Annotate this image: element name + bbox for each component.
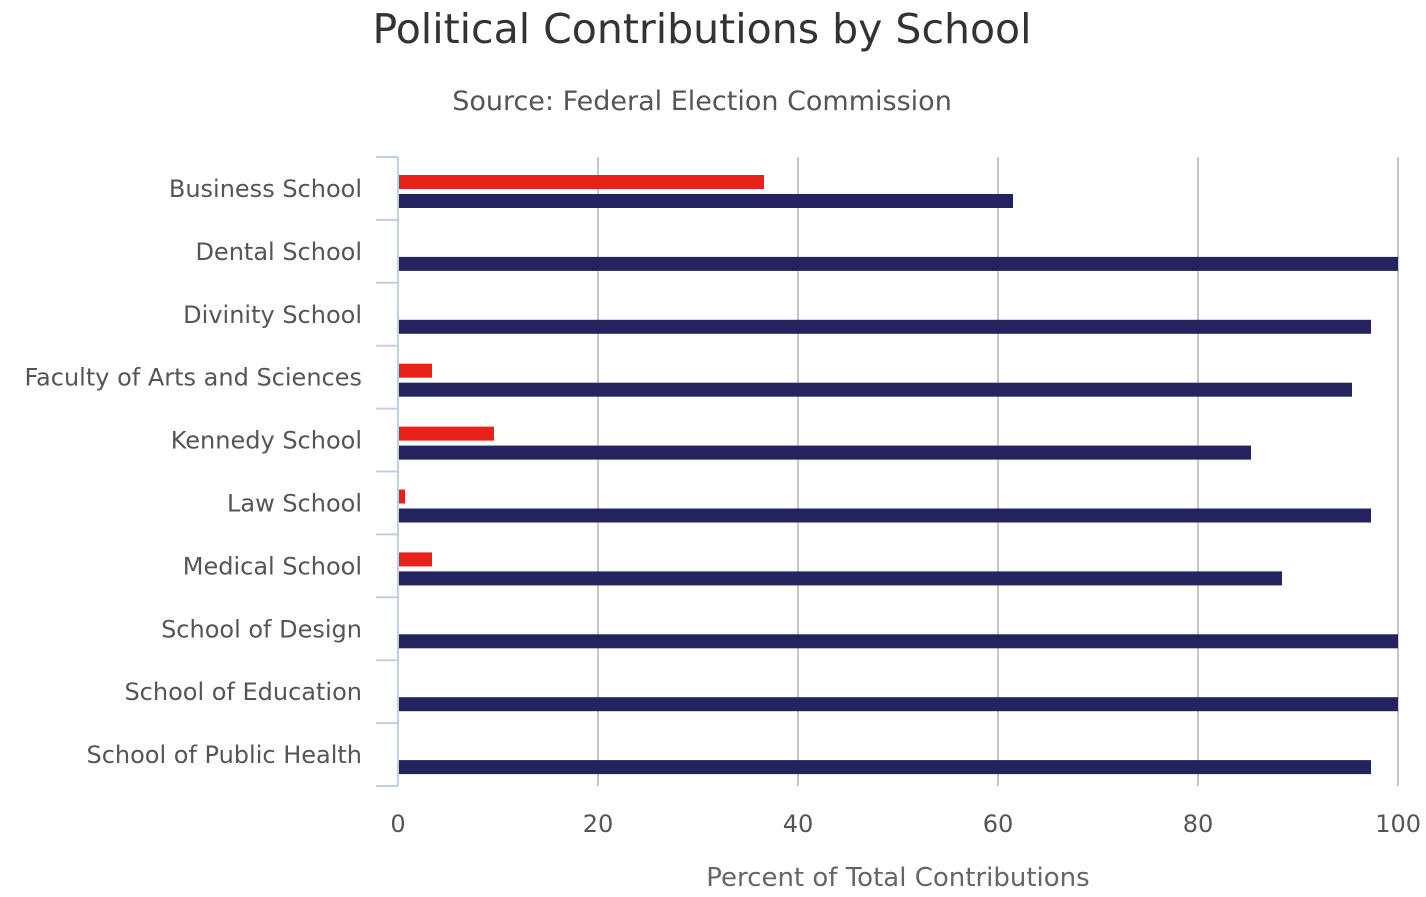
chart-title: Political Contributions by School bbox=[372, 5, 1031, 53]
bar-series-2-3 bbox=[398, 382, 1352, 397]
bar-series-1-3 bbox=[398, 363, 432, 378]
category-label: Law School bbox=[227, 490, 362, 518]
chart-subtitle: Source: Federal Election Commission bbox=[452, 86, 952, 117]
category-label: School of Public Health bbox=[86, 741, 362, 769]
bar-series-2-5 bbox=[398, 508, 1371, 523]
x-tick-label: 100 bbox=[1375, 810, 1421, 838]
x-tick-label: 60 bbox=[983, 810, 1014, 838]
category-label: School of Design bbox=[161, 615, 362, 643]
category-label: Business School bbox=[169, 175, 362, 203]
bar-series-2-8 bbox=[398, 697, 1398, 712]
x-axis-title: Percent of Total Contributions bbox=[706, 863, 1089, 892]
bar-series-2-7 bbox=[398, 634, 1398, 649]
category-label: Divinity School bbox=[183, 301, 362, 329]
grid-lines bbox=[397, 157, 1399, 786]
bar-series-1-5 bbox=[398, 489, 405, 504]
bar-series-1-0 bbox=[398, 175, 764, 189]
x-tick-label: 20 bbox=[583, 810, 614, 838]
category-label: Medical School bbox=[183, 552, 362, 580]
bar-series-1-4 bbox=[398, 426, 494, 441]
bar-series-2-2 bbox=[398, 319, 1371, 334]
category-labels: Business School Dental School Divinity Sch… bbox=[24, 175, 362, 769]
category-label: Faculty of Arts and Sciences bbox=[24, 364, 362, 392]
category-label: Kennedy School bbox=[171, 427, 362, 455]
bar-series-2-6 bbox=[398, 571, 1282, 586]
category-label: Dental School bbox=[195, 238, 362, 266]
x-tick-label: 80 bbox=[1183, 810, 1214, 838]
bar-series-2-4 bbox=[398, 445, 1251, 460]
category-axis bbox=[376, 156, 399, 787]
x-tick-label: 0 bbox=[390, 810, 405, 838]
bar-series-2-9 bbox=[398, 760, 1371, 775]
x-tick-labels: 0 20 40 60 80 100 bbox=[390, 810, 1421, 838]
bar-series-1-6 bbox=[398, 552, 432, 567]
bar-series-2-0 bbox=[398, 194, 1013, 208]
category-label: School of Education bbox=[124, 678, 362, 706]
x-tick-label: 40 bbox=[783, 810, 814, 838]
bars bbox=[398, 175, 1398, 775]
bar-series-2-1 bbox=[398, 256, 1398, 271]
